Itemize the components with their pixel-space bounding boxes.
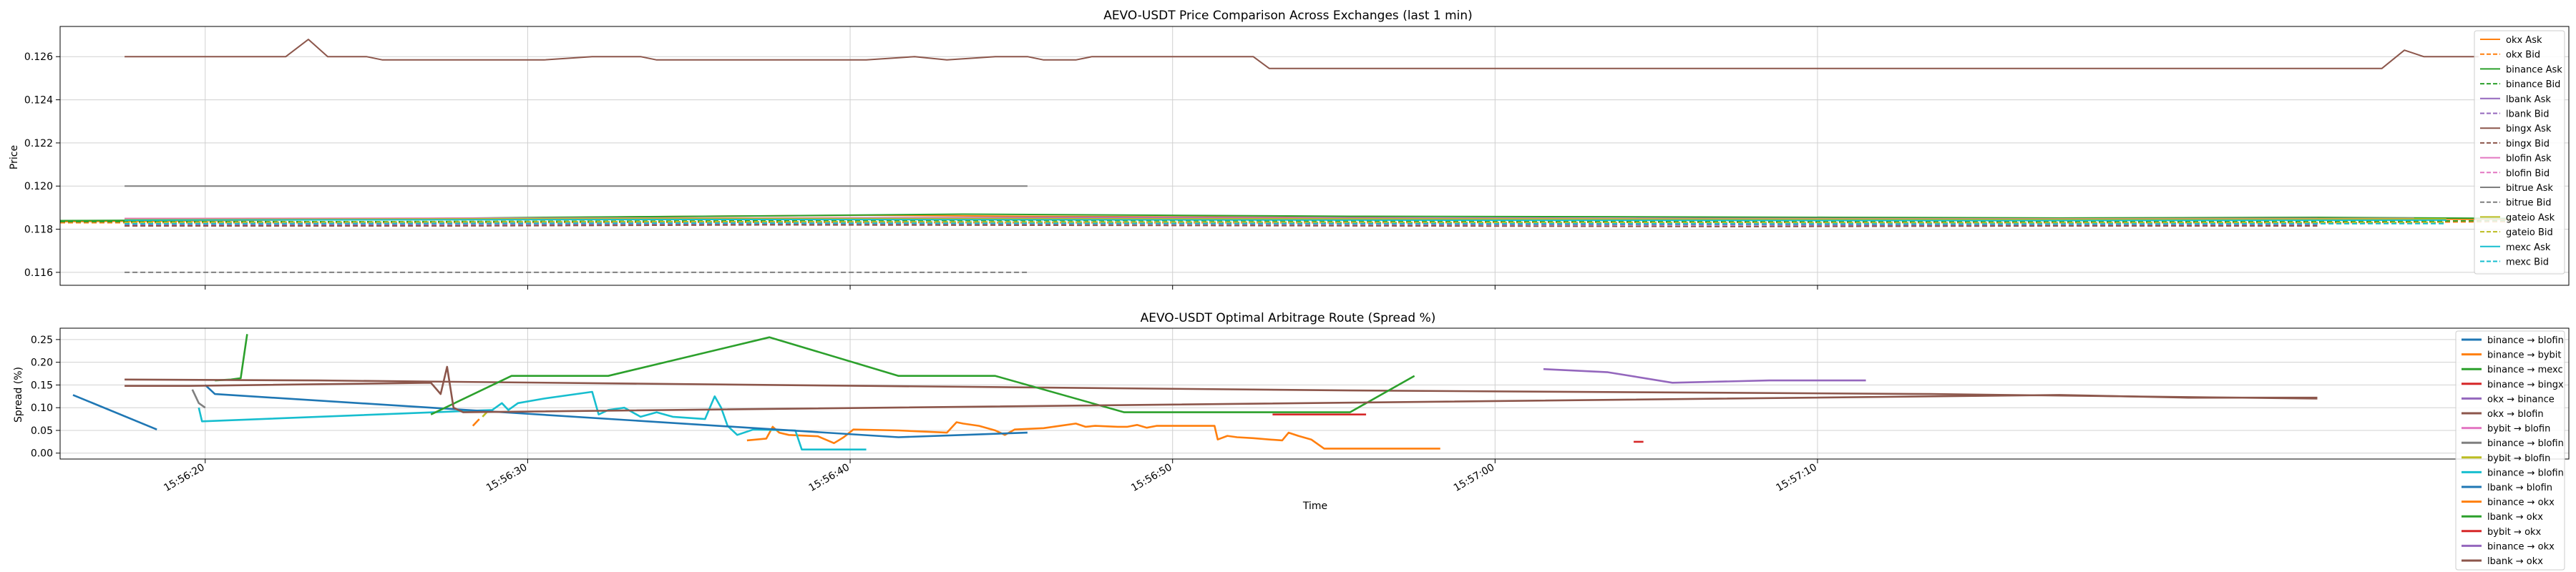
- legend-label: lbank Bid: [2506, 109, 2550, 120]
- y-tick-label: 0.10: [31, 403, 53, 414]
- legend-label: lbank Ask: [2506, 94, 2551, 105]
- series-line: [125, 221, 2446, 224]
- legend-label: binance → bybit: [2487, 350, 2562, 361]
- y-axis-label: Price: [9, 145, 20, 169]
- series-line: [125, 365, 2318, 413]
- x-tick-label: 15:56:50: [1129, 462, 1174, 494]
- legend-label: binance → blofin: [2487, 335, 2564, 346]
- price-comparison-chart: AEVO-USDT Price Comparison Across Exchan…: [9, 9, 2570, 290]
- plot-frame: [59, 26, 2570, 286]
- y-tick-label: 0.20: [31, 358, 53, 369]
- series-line: [746, 421, 1440, 450]
- series-line: [125, 39, 2479, 69]
- legend-label: lbank → okx: [2487, 512, 2543, 523]
- axis-ticks: 0.116 0.118 0.120 0.122 0.124 0.126: [24, 51, 1818, 290]
- legend-label: bitrue Ask: [2506, 183, 2553, 194]
- series-lines: [59, 39, 2511, 273]
- series-line: [472, 418, 480, 427]
- plot-frame: [59, 327, 2570, 460]
- y-axis-label: Spread (%): [13, 367, 24, 423]
- legend-label: bingx Bid: [2506, 139, 2550, 149]
- legend-label: binance Ask: [2506, 64, 2562, 75]
- legend: okx Ask okx Bid binance Ask binance Bid lban…: [2474, 30, 2565, 275]
- legend-label: binance → blofin: [2487, 438, 2564, 449]
- legend-label: bitrue Bid: [2506, 198, 2551, 209]
- series-line: [1543, 368, 1866, 384]
- series-line: [125, 217, 2446, 220]
- y-tick-label: 0.118: [24, 225, 53, 236]
- legend-label: binance Bid: [2506, 79, 2560, 90]
- y-tick-label: 0.25: [31, 335, 53, 346]
- series-line: [197, 390, 867, 450]
- x-tick-label: 15:56:20: [162, 462, 206, 494]
- axis-ticks: 0.00 0.05 0.10 0.15 0.20 0.25 15:56:20 15:56:30…: [31, 335, 1819, 494]
- chart-title: AEVO-USDT Optimal Arbitrage Route (Sprea…: [1141, 311, 1436, 325]
- legend-label: bingx Ask: [2506, 124, 2552, 134]
- legend-label: lbank → blofin: [2487, 483, 2552, 493]
- y-tick-label: 0.126: [24, 51, 53, 63]
- chart-title: AEVO-USDT Price Comparison Across Exchan…: [1103, 9, 1473, 23]
- y-tick-label: 0.120: [24, 181, 53, 192]
- legend-label: binance → mexc: [2487, 365, 2563, 375]
- legend-label: blofin Bid: [2506, 168, 2550, 179]
- x-axis-label: Time: [1302, 500, 1327, 512]
- legend-label: binance → okx: [2487, 498, 2555, 508]
- y-tick-label: 0.05: [31, 425, 53, 437]
- legend-label: binance → blofin: [2487, 468, 2564, 478]
- legend-label: mexc Bid: [2506, 257, 2549, 268]
- y-tick-label: 0.122: [24, 138, 53, 149]
- legend-label: okx → binance: [2487, 394, 2555, 405]
- x-tick-label: 15:56:40: [807, 462, 852, 494]
- legend-label: lbank → okx: [2487, 556, 2543, 567]
- series-line: [191, 389, 206, 409]
- series-line: [430, 336, 1415, 415]
- legend-label: okx → blofin: [2487, 409, 2544, 420]
- legend-label: okx Bid: [2506, 50, 2540, 61]
- y-tick-label: 0.00: [31, 448, 53, 460]
- legend-box: [2455, 330, 2565, 571]
- legend-box: [2474, 30, 2565, 275]
- legend-label: gateio Ask: [2506, 212, 2555, 223]
- legend-label: mexc Ask: [2506, 242, 2551, 253]
- legend-label: bybit → blofin: [2487, 424, 2550, 435]
- series-line: [125, 219, 2446, 222]
- legend-label: binance → bingx: [2487, 380, 2564, 390]
- y-tick-label: 0.124: [24, 95, 53, 107]
- grid: [60, 328, 2569, 459]
- y-tick-label: 0.116: [24, 267, 53, 279]
- series-line: [204, 384, 1028, 438]
- series-line: [72, 394, 157, 430]
- legend-label: bybit → okx: [2487, 527, 2542, 538]
- x-tick-label: 15:57:10: [1775, 462, 1819, 494]
- x-tick-label: 15:56:30: [484, 462, 529, 494]
- legend-label: blofin Ask: [2506, 154, 2552, 164]
- series-lines: [72, 334, 2318, 450]
- series-line: [215, 334, 248, 382]
- series-line: [125, 224, 2318, 227]
- y-tick-label: 0.15: [31, 380, 53, 391]
- legend-label: bybit → blofin: [2487, 453, 2550, 464]
- series-line: [125, 222, 2446, 225]
- legend: binance → blofin binance → bybit binance →…: [2455, 330, 2565, 571]
- legend-label: okx Ask: [2506, 35, 2542, 46]
- x-tick-label: 15:57:00: [1452, 462, 1496, 494]
- legend-label: binance → okx: [2487, 541, 2555, 552]
- grid: [60, 26, 2569, 285]
- arbitrage-spread-chart: AEVO-USDT Optimal Arbitrage Route (Sprea…: [13, 311, 2570, 571]
- legend-label: gateio Bid: [2506, 227, 2553, 238]
